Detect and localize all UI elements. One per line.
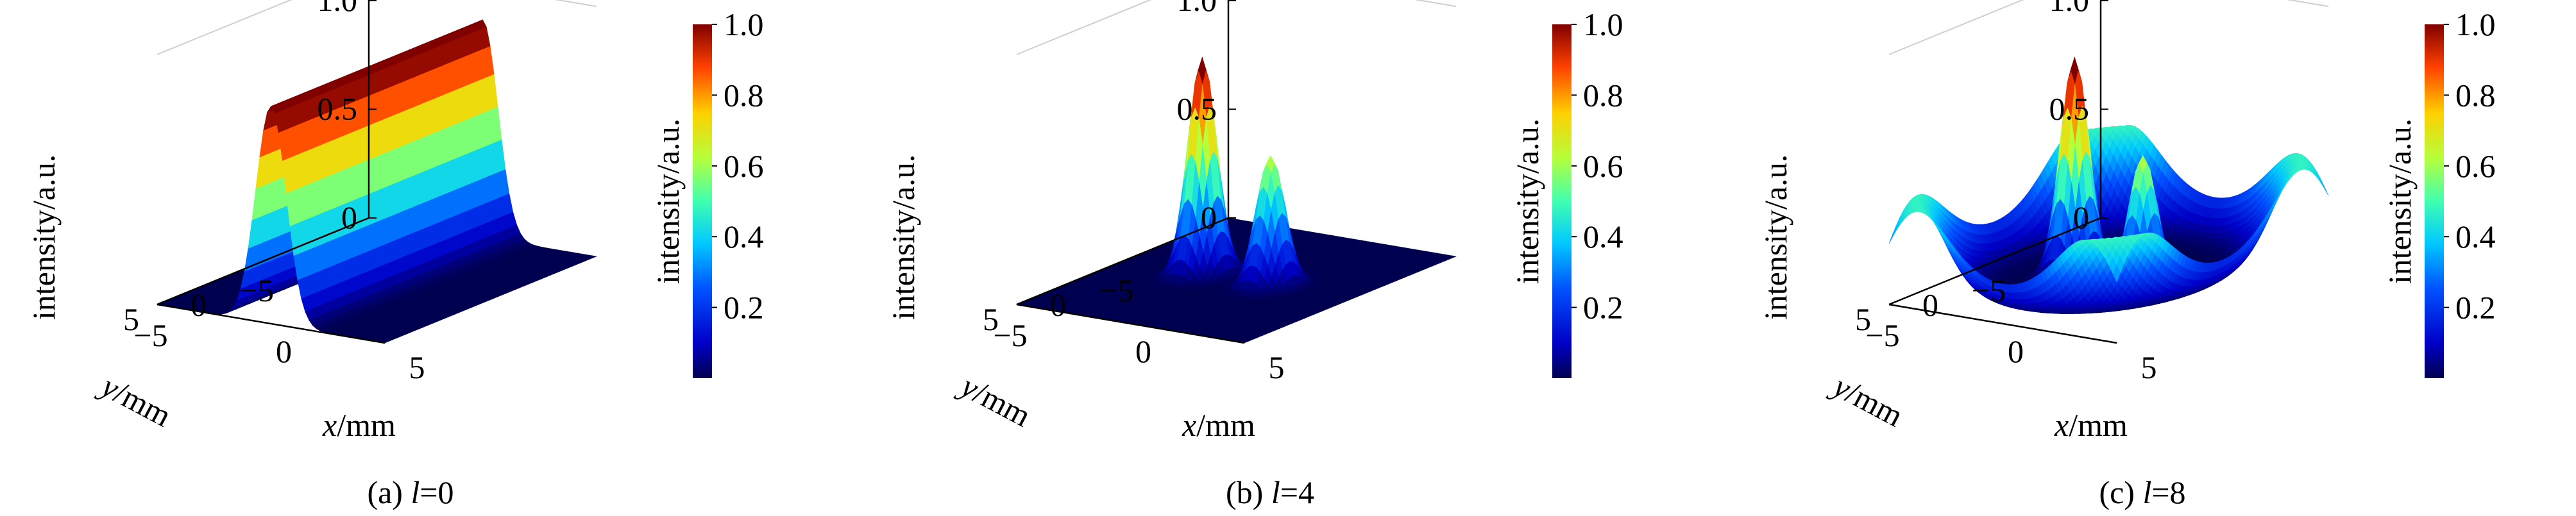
y-tick-label: 0 bbox=[191, 287, 207, 323]
x-tick-label: −5 bbox=[133, 317, 167, 353]
x-axis-unit: /mm bbox=[337, 407, 396, 443]
z-tick-label: 0.5 bbox=[318, 90, 358, 126]
caption-prefix: (a) bbox=[367, 474, 411, 510]
colorbar-tick-label: 1.0 bbox=[724, 6, 764, 42]
y-axis-label: y/mm bbox=[93, 366, 177, 433]
y-tick-label: −5 bbox=[240, 272, 274, 308]
caption-suffix: =0 bbox=[419, 474, 453, 510]
caption-var: l bbox=[411, 474, 419, 510]
box-edge bbox=[554, 0, 597, 7]
x-axis-var: x bbox=[322, 407, 337, 443]
intensity-surface bbox=[1015, 56, 1457, 344]
z-tick-label: 0 bbox=[341, 199, 357, 235]
colorbar-label: intensity/a.u. bbox=[650, 119, 686, 284]
colorbar bbox=[693, 24, 712, 378]
chart-panel-1: 00.51.050−5−505intensity/a.u.y/mmx/mm1.0… bbox=[26, 0, 764, 510]
x-axis-label: x/mm bbox=[322, 407, 396, 443]
intensity-surface bbox=[156, 19, 598, 344]
x-tick-label: 5 bbox=[409, 349, 425, 385]
box-edge bbox=[157, 0, 292, 55]
x-tick-label: 0 bbox=[276, 333, 292, 369]
chart-panel-2: 00.51.050−5−505intensity/a.u.y/mmx/mm1.0… bbox=[885, 0, 1623, 510]
box-edge bbox=[1414, 0, 1457, 7]
z-tick-label: 1.0 bbox=[318, 0, 358, 18]
colorbar-tick-label: 0.2 bbox=[724, 290, 764, 326]
panel-caption: (a) l=0 bbox=[367, 474, 453, 510]
colorbar-tick-label: 0.4 bbox=[724, 219, 764, 254]
axes-box bbox=[1016, 0, 1457, 218]
colorbar-tick-label: 0.8 bbox=[724, 77, 764, 113]
z-axis-label: intensity/a.u. bbox=[26, 154, 62, 320]
colorbar-tick-label: 0.6 bbox=[724, 148, 764, 184]
